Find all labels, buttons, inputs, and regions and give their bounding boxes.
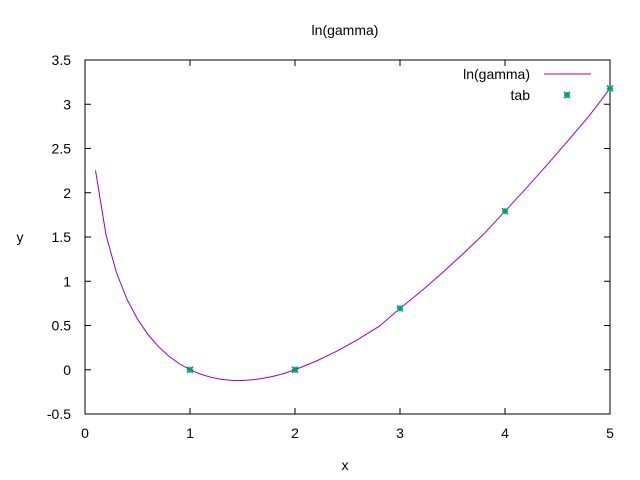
- x-tick-label: 4: [501, 425, 509, 441]
- y-axis-label: y: [17, 229, 24, 245]
- series-layer: [95, 84, 614, 381]
- y-tick-label: 0: [63, 362, 71, 378]
- y-tick-label: 1.5: [52, 229, 72, 245]
- y-tick-label: 2: [63, 185, 71, 201]
- plot-frame: [84, 59, 611, 415]
- chart-title: ln(gamma): [312, 22, 379, 38]
- legend-label: ln(gamma): [463, 66, 530, 82]
- x-tick-label: 2: [291, 425, 299, 441]
- y-tick-label: 1: [63, 273, 71, 289]
- x-axis-label: x: [342, 457, 349, 473]
- y-tick-label: 3: [63, 96, 71, 112]
- x-tick-label: 3: [396, 425, 404, 441]
- legend-point-swatch: [563, 91, 571, 99]
- data-point: [291, 366, 299, 374]
- data-point: [606, 84, 614, 93]
- y-tick-label: -0.5: [47, 406, 71, 422]
- legend-label: tab: [511, 87, 531, 103]
- data-point: [396, 304, 404, 312]
- y-tick-label: 2.5: [52, 141, 72, 157]
- x-axis-ticks: 0 1 2 3 4 5: [81, 60, 614, 441]
- y-axis-ticks: -0.5 0 0.5 1 1.5 2 2.5 3 3.5: [47, 52, 610, 422]
- y-tick-label: 3.5: [52, 52, 72, 68]
- data-point: [186, 366, 194, 374]
- series-line-0: [95, 88, 611, 381]
- x-tick-label: 0: [81, 425, 89, 441]
- y-tick-label: 0.5: [52, 318, 72, 334]
- legend: ln(gamma) tab: [463, 66, 591, 103]
- data-point: [501, 207, 509, 215]
- x-tick-label: 1: [186, 425, 194, 441]
- x-tick-label: 5: [606, 425, 614, 441]
